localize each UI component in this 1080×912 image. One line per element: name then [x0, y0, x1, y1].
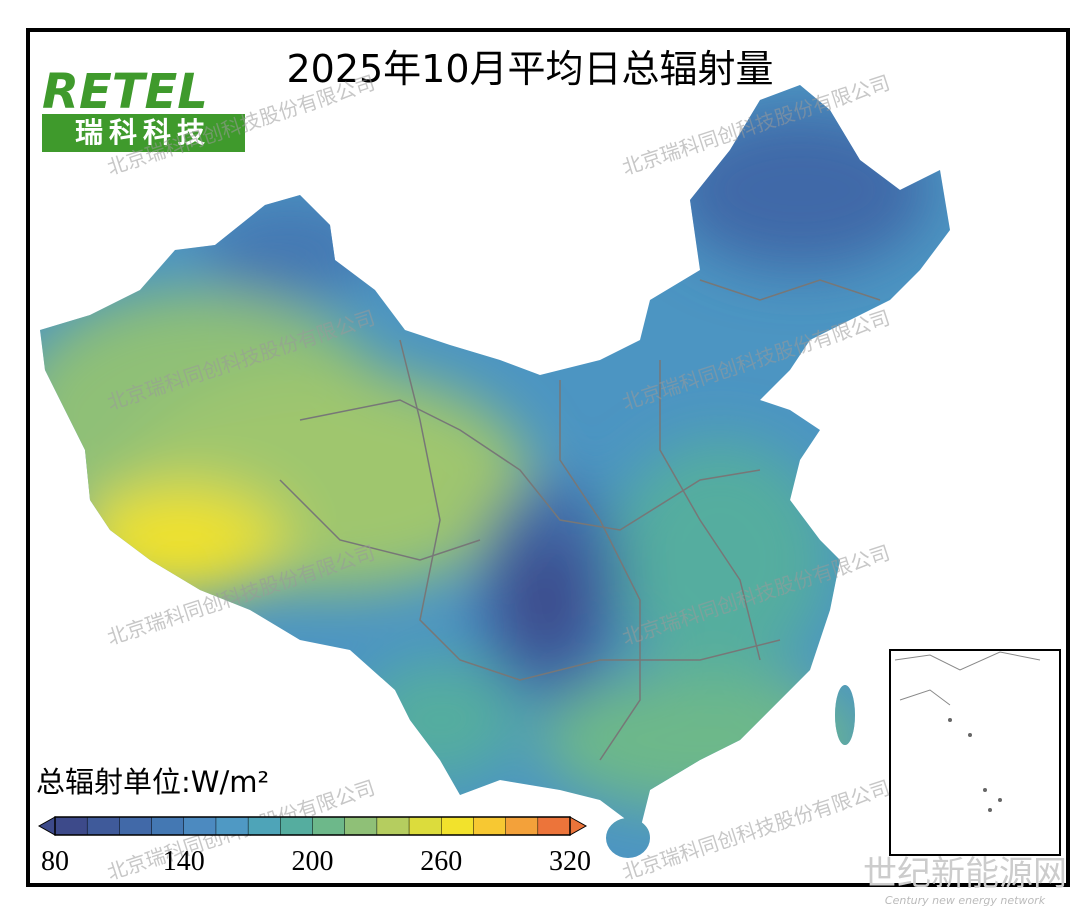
colorbar-segment	[473, 816, 507, 836]
logo-name: 瑞科科技	[75, 116, 211, 149]
logo-box	[42, 114, 245, 152]
colorbar-segment	[119, 816, 153, 836]
colorbar-segment	[344, 816, 378, 836]
inset-box	[889, 649, 1061, 856]
source-name: 世纪新能源网	[863, 854, 1067, 894]
unit-label: 总辐射单位:W/m²	[36, 765, 269, 799]
colorbar-segment	[183, 816, 217, 836]
inset-islands	[948, 718, 1002, 812]
source-english: Century new energy network	[885, 894, 1046, 907]
colorbar-tick-label: 80	[41, 846, 69, 877]
colorbar-segment	[247, 816, 282, 836]
colorbar-tick-label: 200	[292, 846, 334, 877]
inset-coast	[894, 651, 1041, 706]
colorbar-tick-label: 260	[420, 846, 462, 877]
colorbar-segment	[86, 816, 121, 836]
colorbar-segment	[441, 816, 475, 836]
colorbar-segment	[537, 816, 571, 836]
colorbar-segment	[280, 816, 314, 836]
colorbar-tick-label: 320	[549, 846, 591, 877]
colorbar-segment	[505, 816, 539, 836]
colorbar: 80 140 200 260 320	[37, 816, 591, 877]
logo-brand: RETEL	[42, 64, 208, 120]
colorbar-segment	[376, 816, 410, 836]
colorbar-outline	[54, 816, 571, 836]
colorbar-segment	[408, 816, 442, 836]
colorbar-tick-label: 140	[163, 846, 205, 877]
logo: RETEL 瑞科科技	[42, 64, 245, 152]
colorbar-segment	[312, 816, 346, 836]
colorbar-segment	[215, 816, 249, 836]
colorbar-segment	[151, 816, 185, 836]
title: 2025年10月平均日总辐射量	[286, 47, 773, 91]
colorbar-segment	[54, 816, 88, 836]
